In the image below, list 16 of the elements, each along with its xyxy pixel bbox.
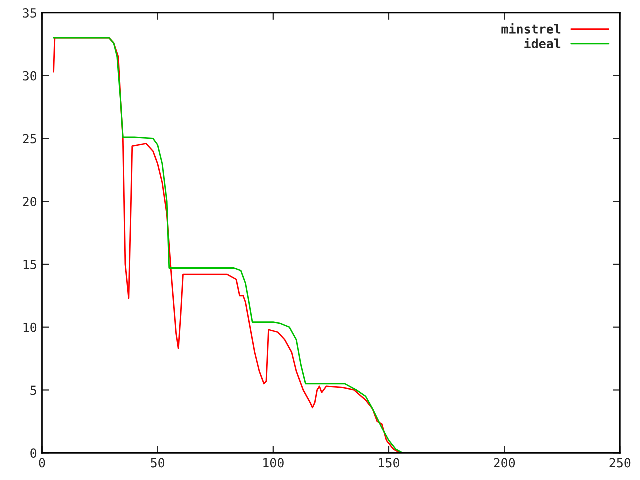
legend-label: ideal	[524, 38, 561, 48]
y-tick-label: 30	[23, 71, 37, 81]
x-tick-label: 100	[264, 458, 284, 468]
legend-label: minstrel	[502, 24, 561, 34]
y-tick-label: 35	[23, 8, 36, 18]
y-tick-label: 25	[23, 134, 36, 144]
x-tick-label: 250	[610, 458, 631, 468]
x-tick-label: 200	[494, 458, 516, 468]
x-tick-label: 150	[379, 458, 400, 468]
y-tick-label: 5	[30, 386, 36, 396]
y-tick-label: 20	[23, 197, 37, 207]
y-tick-label: 15	[24, 260, 36, 270]
x-tick-label: 0	[39, 458, 46, 468]
x-tick-label: 50	[151, 458, 165, 468]
y-tick-label: 10	[24, 322, 37, 332]
y-tick-label: 0	[30, 448, 37, 458]
